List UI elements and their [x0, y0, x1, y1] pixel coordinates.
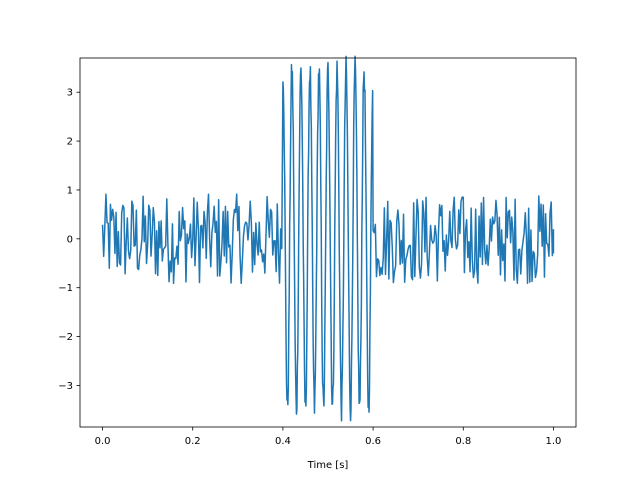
- y-tick-label: 1: [67, 185, 73, 196]
- plot-area: [80, 58, 576, 427]
- x-tick-label: 0.4: [275, 436, 291, 447]
- y-tick-label: 2: [67, 137, 73, 148]
- y-tick-label: 3: [67, 88, 73, 99]
- x-axis-label: Time [s]: [307, 460, 349, 471]
- y-axis: −3 −2 −1 0 1 2 3: [58, 88, 80, 392]
- series-line: [101, 55, 555, 422]
- x-axis: 0.0 0.2 0.4 0.6 0.8 1.0: [95, 427, 562, 447]
- x-tick-label: 0.0: [95, 436, 111, 447]
- x-tick-label: 0.2: [185, 436, 201, 447]
- plot-frame: [79, 57, 577, 428]
- y-tick-label: 0: [67, 234, 73, 245]
- x-tick-label: 0.8: [455, 436, 471, 447]
- series-layer: [101, 55, 555, 422]
- y-tick-label: −3: [58, 381, 73, 392]
- y-tick-label: −2: [58, 332, 73, 343]
- y-tick-label: −1: [58, 283, 73, 294]
- x-tick-label: 1.0: [546, 436, 562, 447]
- x-tick-label: 0.6: [365, 436, 381, 447]
